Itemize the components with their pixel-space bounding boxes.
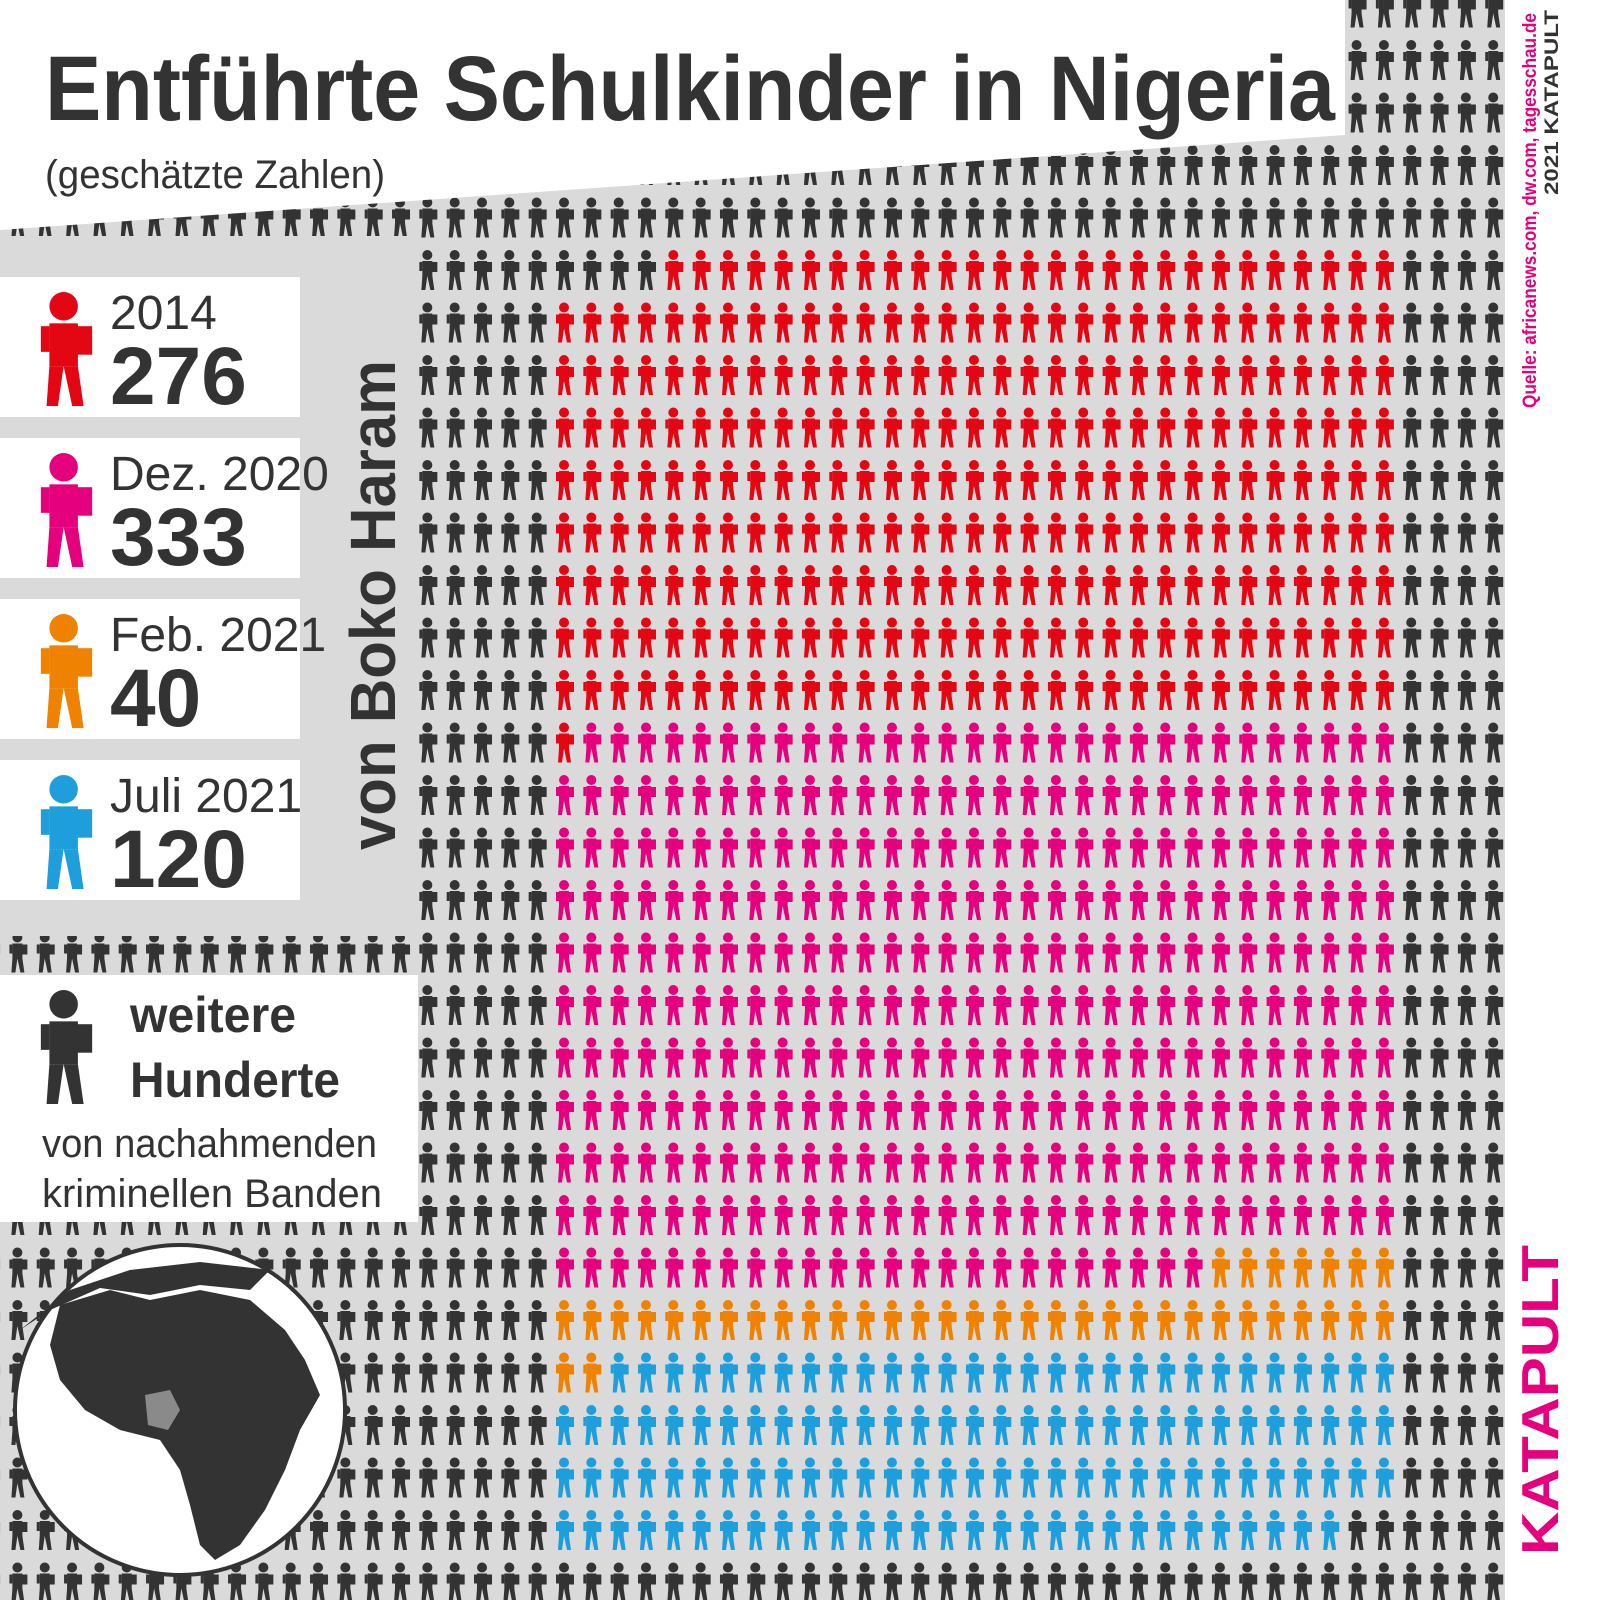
source: Quelle: africanews.com, dw.com, tagessch… bbox=[1520, 13, 1541, 408]
other-note: von nachahmenden bbox=[42, 1122, 377, 1166]
legend-category: Feb. 2021 bbox=[110, 609, 326, 662]
legend-value: 276 bbox=[110, 331, 247, 422]
other-label: Hunderte bbox=[130, 1052, 340, 1108]
legend-category: Dez. 2020 bbox=[110, 448, 329, 501]
legend-category: 2014 bbox=[110, 287, 217, 340]
nigeria bbox=[145, 1390, 180, 1430]
logo: KATAPULT bbox=[1512, 1245, 1570, 1555]
other-label: weitere bbox=[129, 987, 296, 1043]
other-note: kriminellen Banden bbox=[42, 1172, 382, 1216]
title: Entführte Schulkinder in Nigeria bbox=[45, 38, 1336, 140]
africa bbox=[50, 1290, 320, 1560]
legend-category: Juli 2021 bbox=[110, 770, 302, 823]
legend-value: 333 bbox=[110, 492, 247, 583]
credit: 2021 KATAPULT bbox=[1542, 10, 1563, 195]
legend-value: 40 bbox=[110, 653, 201, 744]
texts: Entführte Schulkinder in Nigeria (geschä… bbox=[0, 10, 1570, 1555]
globe bbox=[13, 1243, 347, 1577]
group-label: von Boko Haram bbox=[337, 360, 409, 850]
legend-value: 120 bbox=[110, 814, 247, 905]
subtitle: (geschätzte Zahlen) bbox=[45, 153, 385, 197]
title-panel bbox=[0, 0, 1345, 230]
side-strip bbox=[1505, 0, 1600, 1600]
europe bbox=[20, 1262, 270, 1330]
